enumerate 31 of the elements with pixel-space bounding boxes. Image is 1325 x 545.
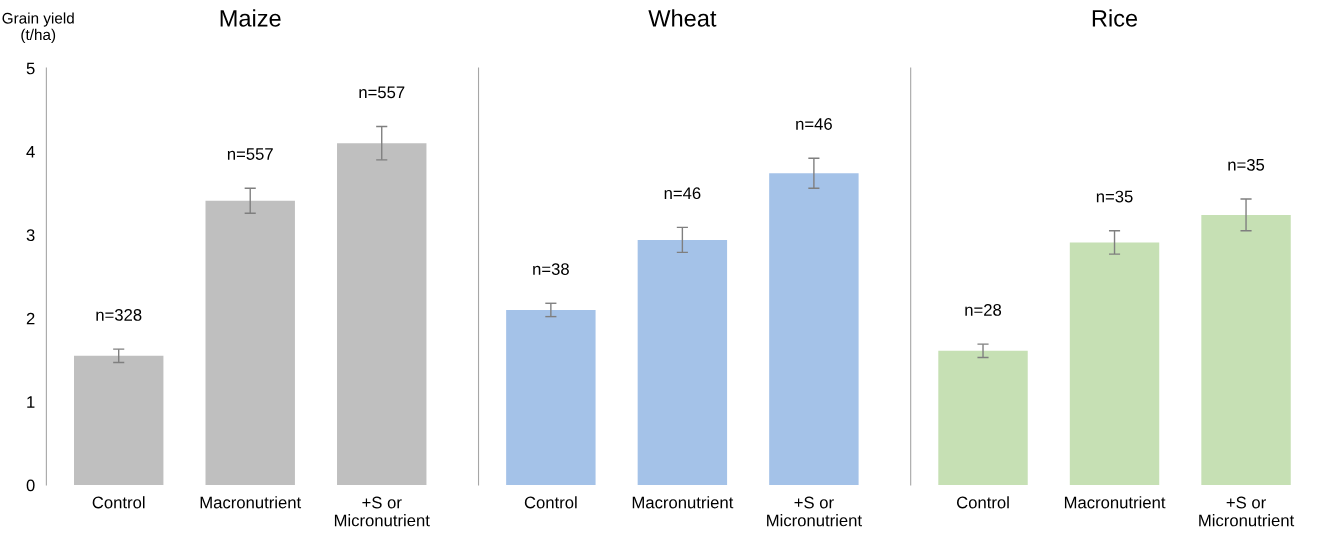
annotation: n=46	[664, 187, 701, 200]
y-tick-label: 5	[26, 62, 35, 75]
y-tick-label: 0	[26, 479, 35, 492]
y-tick-label: 2	[26, 312, 35, 325]
x-tick-label: +S or Micronutrient	[1199, 496, 1295, 527]
y-tick-label: 3	[26, 229, 35, 242]
chart-title: Wheat	[648, 9, 717, 27]
x-tick-label: +S or Micronutrient	[334, 496, 430, 527]
y-axis-title: Grain yield (t/ha)	[2, 12, 74, 44]
x-tick-label: Macronutrient	[632, 496, 734, 509]
annotation: n=35	[1228, 158, 1265, 171]
chart-title: Maize	[220, 9, 281, 27]
x-tick-label: Control	[957, 496, 1009, 509]
x-tick-label: Macronutrient	[1064, 496, 1166, 509]
bar	[73, 355, 164, 486]
annotation: n=557	[227, 148, 273, 160]
annotation: n=46	[796, 118, 832, 130]
bar	[337, 143, 427, 486]
annotation: n=557	[359, 86, 405, 99]
x-tick-label: Control	[92, 496, 145, 509]
y-tick-label: 1	[27, 396, 35, 408]
x-tick-label: Control	[524, 496, 577, 509]
annotation: n=328	[96, 309, 142, 321]
x-tick-label: +S or Micronutrient	[767, 496, 862, 527]
annotation: n=28	[965, 304, 1002, 316]
bar	[205, 200, 295, 486]
x-tick-label: Macronutrient	[200, 496, 302, 509]
y-tick-label: 4	[26, 146, 35, 158]
annotation: n=35	[1096, 190, 1133, 203]
chart-title: Rice	[1092, 9, 1138, 27]
annotation: n=38	[533, 263, 569, 275]
